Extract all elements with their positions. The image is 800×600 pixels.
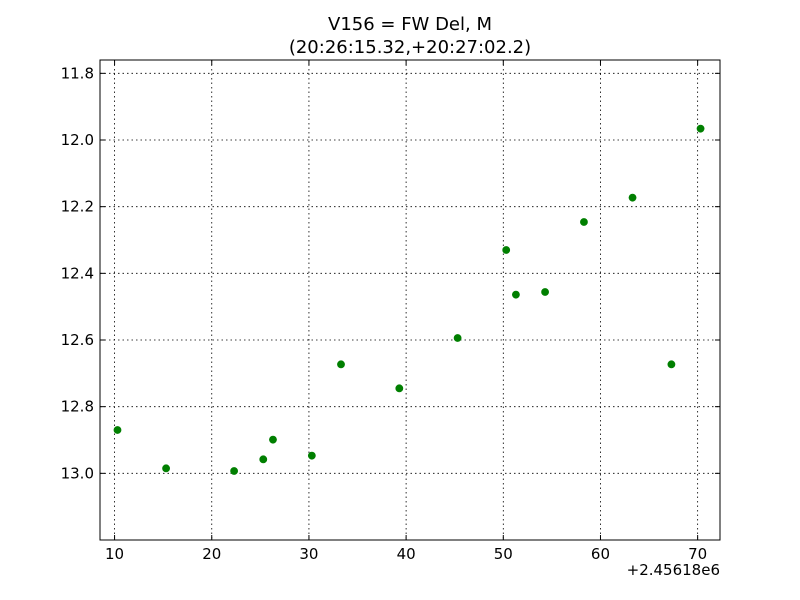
x-tick-label: 50: [494, 545, 513, 563]
data-point: [113, 426, 122, 434]
y-tick-label: 11.8: [61, 64, 94, 82]
y-tick-label: 12.2: [61, 198, 94, 216]
data-point: [696, 124, 705, 133]
x-tick-labels: 10 20 30 40 50 60 70: [105, 545, 707, 563]
x-tick-label: 60: [591, 545, 610, 563]
y-tick-label: 12.0: [61, 131, 94, 149]
data-point: [541, 288, 549, 296]
x-offset-label: +2.45618e6: [627, 561, 720, 579]
data-point: [395, 384, 404, 393]
data-point: [230, 467, 239, 475]
data-point: [502, 246, 511, 254]
data-point: [337, 360, 345, 369]
data-point: [269, 435, 277, 444]
y-tick-labels: 11.8 12.0 12.2 12.4 12.6 12.8 13.0: [61, 64, 94, 482]
data-point: [667, 360, 676, 369]
y-tick-label: 12.6: [61, 331, 94, 349]
data-points: [113, 124, 705, 475]
y-tick-label: 12.4: [61, 264, 94, 282]
data-point: [580, 218, 588, 226]
x-tick-label: 20: [202, 545, 221, 563]
data-point: [628, 193, 637, 202]
chart-title: V156 = FW Del, M: [328, 14, 492, 35]
data-point: [512, 290, 520, 299]
data-point: [307, 451, 316, 460]
chart-subtitle: (20:26:15.32,+20:27:02.2): [289, 37, 531, 58]
x-tick-label: 10: [105, 545, 124, 563]
data-point: [259, 455, 268, 464]
x-tick-label: 40: [397, 545, 416, 563]
x-tick-label: 70: [688, 545, 707, 563]
data-point: [453, 334, 462, 342]
x-tick-label: 30: [299, 545, 318, 563]
plot-frame: [99, 59, 721, 541]
y-tick-label: 12.8: [61, 398, 94, 416]
axis-ticks: [100, 60, 720, 540]
grid-lines: [100, 60, 720, 540]
data-point: [162, 464, 170, 473]
y-tick-label: 13.0: [61, 464, 94, 482]
